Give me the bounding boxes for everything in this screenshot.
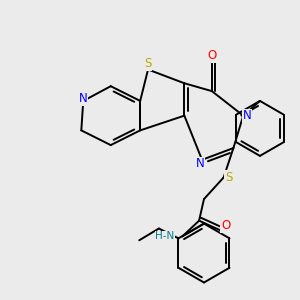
Text: N: N — [243, 109, 251, 122]
Text: O: O — [221, 219, 230, 232]
Text: S: S — [144, 57, 152, 70]
Text: N: N — [196, 157, 204, 170]
Text: S: S — [225, 171, 232, 184]
Text: H-N: H-N — [155, 231, 175, 242]
Text: O: O — [207, 49, 217, 62]
Text: N: N — [79, 92, 88, 106]
